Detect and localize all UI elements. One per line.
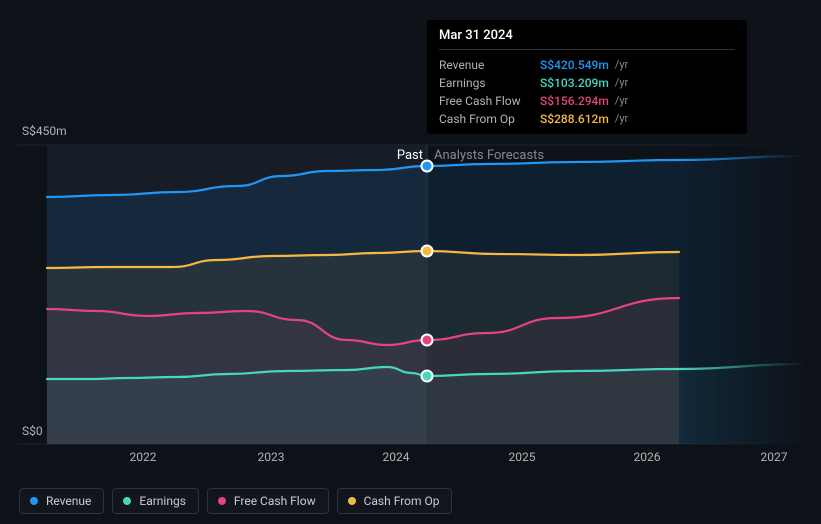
- x-tick-label: 2024: [383, 450, 410, 464]
- legend-dot-icon: [218, 497, 226, 505]
- tooltip-row-unit: /yr: [615, 57, 628, 74]
- tooltip-row: Cash From Op S$288.612m/yr: [439, 110, 735, 128]
- x-tick-label: 2025: [509, 450, 536, 464]
- legend-item-revenue[interactable]: Revenue: [19, 488, 104, 514]
- tooltip-row-unit: /yr: [615, 111, 628, 128]
- legend-item-label: Free Cash Flow: [234, 494, 316, 508]
- tooltip-row-value: S$288.612m: [540, 110, 609, 128]
- tooltip-row-value: S$420.549m: [540, 56, 609, 74]
- legend-item-label: Cash From Op: [364, 494, 440, 508]
- tooltip-row-value: S$156.294m: [540, 92, 609, 110]
- tooltip-row-unit: /yr: [615, 93, 628, 110]
- chart-legend: Revenue Earnings Free Cash Flow Cash From O…: [19, 488, 452, 514]
- forecast-label: Analysts Forecasts: [434, 148, 544, 163]
- chart-tooltip: Mar 31 2024 RevenueS$420.549m/yrEarnings…: [427, 20, 747, 134]
- tooltip-row: Revenue S$420.549m/yr: [439, 56, 735, 74]
- tooltip-row-label: Free Cash Flow: [439, 92, 534, 110]
- tooltip-date: Mar 31 2024: [439, 28, 735, 43]
- legend-dot-icon: [30, 497, 38, 505]
- y-tick-label-max: S$450m: [22, 124, 67, 138]
- legend-item-cash_from_op[interactable]: Cash From Op: [337, 488, 453, 514]
- legend-item-label: Revenue: [46, 494, 91, 508]
- y-tick-label-zero: S$0: [22, 424, 43, 438]
- past-label: Past: [397, 148, 423, 163]
- tooltip-row-label: Earnings: [439, 74, 534, 92]
- legend-item-earnings[interactable]: Earnings: [112, 488, 199, 514]
- x-tick-label: 2023: [258, 450, 285, 464]
- tooltip-row-label: Cash From Op: [439, 110, 534, 128]
- tooltip-row-unit: /yr: [615, 75, 628, 92]
- legend-dot-icon: [348, 497, 356, 505]
- x-tick-label: 2027: [761, 450, 788, 464]
- tooltip-row: Free Cash Flow S$156.294m/yr: [439, 92, 735, 110]
- x-tick-label: 2026: [634, 450, 661, 464]
- legend-dot-icon: [123, 497, 131, 505]
- legend-item-label: Earnings: [139, 494, 186, 508]
- legend-item-free_cash_flow[interactable]: Free Cash Flow: [207, 488, 329, 514]
- tooltip-row-value: S$103.209m: [540, 74, 609, 92]
- x-tick-label: 2022: [130, 450, 157, 464]
- tooltip-row-label: Revenue: [439, 56, 534, 74]
- tooltip-row: Earnings S$103.209m/yr: [439, 74, 735, 92]
